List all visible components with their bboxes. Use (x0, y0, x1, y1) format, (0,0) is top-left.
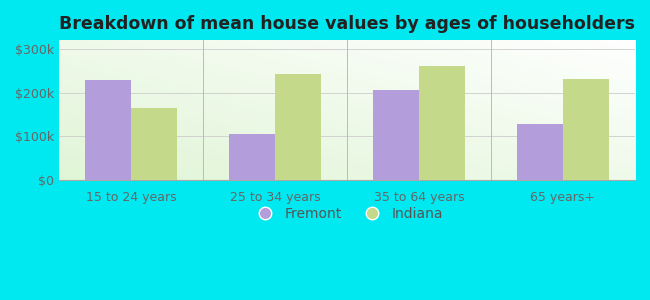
Bar (229, 134, 275, 180)
Bar (373, 90, 419, 180)
Bar (131, 108, 177, 180)
Legend: Fremont, Indiana: Fremont, Indiana (246, 201, 448, 226)
Bar (275, 74, 321, 180)
Bar (85, 80, 131, 180)
Bar (419, 66, 465, 180)
Title: Breakdown of mean house values by ages of householders: Breakdown of mean house values by ages o… (59, 15, 635, 33)
Bar (517, 124, 563, 180)
Bar (563, 79, 609, 180)
